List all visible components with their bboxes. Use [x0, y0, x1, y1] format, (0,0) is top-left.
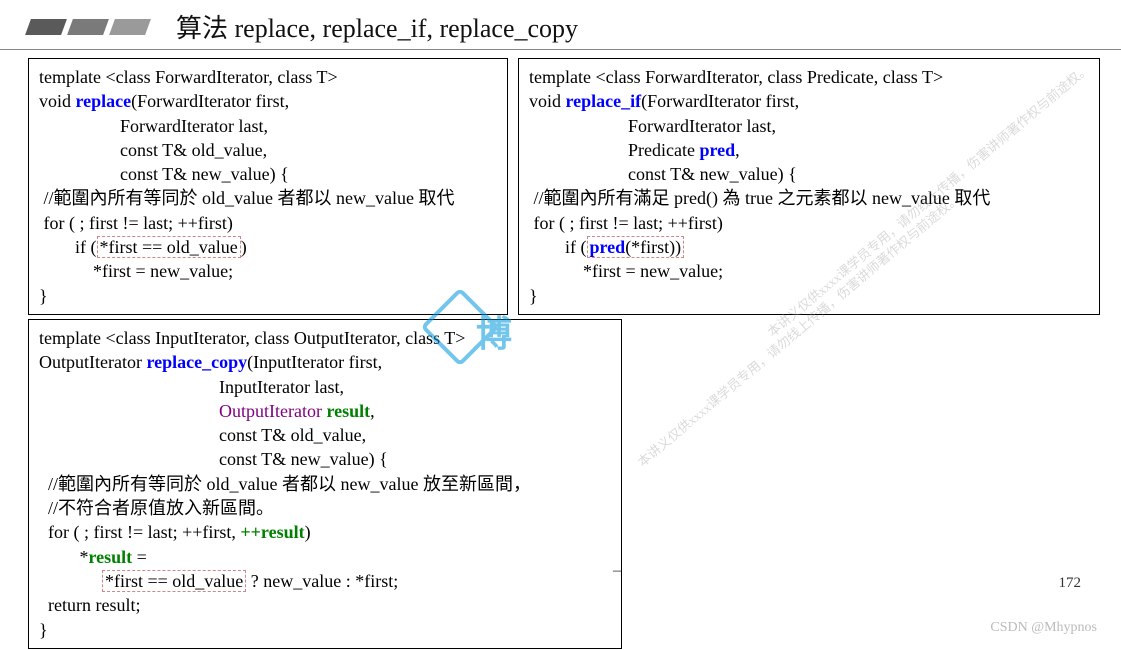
b3-l4d: result [326, 401, 370, 421]
page-number: 172 [1059, 575, 1082, 592]
b1-l7: for ( ; first != last; ++first) [39, 213, 233, 233]
b1-l6: //範圍內所有等同於 old_value 者都以 new_value 取代 [39, 188, 454, 208]
b2-l6: //範圍內所有滿足 pred() 為 true 之元素都以 new_value … [529, 188, 990, 208]
tick-mark: – [613, 562, 621, 580]
b2-l8b: pred [590, 237, 626, 257]
b1-l3: ForwardIterator last, [39, 116, 268, 136]
b2-l2b: replace_if [566, 91, 642, 111]
b2-l9: *first = new_value; [529, 261, 723, 281]
b3-l13: } [39, 620, 48, 640]
code-box-replace-if: template <class ForwardIterator, class P… [518, 58, 1100, 315]
code-replace-if: template <class ForwardIterator, class P… [529, 65, 1089, 308]
b2-l2c: (ForwardIterator first, [641, 91, 799, 111]
b1-l8b: *first == old_value [97, 236, 241, 258]
b3-l5: const T& old_value, [39, 425, 366, 445]
b3-l2b: replace_copy [146, 352, 247, 372]
b3-l11b: *first == old_value [102, 570, 246, 592]
b3-l12: return result; [39, 595, 140, 615]
b3-l7: //範圍內所有等同於 old_value 者都以 new_value 放至新區間… [39, 474, 531, 494]
b3-l11a [39, 571, 102, 591]
b3-l11c: ? new_value : *first; [246, 571, 398, 591]
b1-l10: } [39, 286, 48, 306]
credit-text: CSDN @Mhypnos [990, 620, 1097, 636]
b2-l7: for ( ; first != last; ++first) [529, 213, 723, 233]
b3-l6: const T& new_value) { [39, 449, 388, 469]
b2-l1: template <class ForwardIterator, class P… [529, 67, 943, 87]
b3-l2c: (InputIterator first, [247, 352, 382, 372]
b3-l1: template <class InputIterator, class Out… [39, 328, 465, 348]
page-title: 算法 replace, replace_if, replace_copy [176, 8, 578, 45]
b3-l4a [39, 401, 219, 421]
b3-l9c: ) [305, 522, 311, 542]
b2-l3: ForwardIterator last, [529, 116, 776, 136]
code-replace: template <class ForwardIterator, class T… [39, 65, 497, 308]
b2-l4b: pred [699, 140, 735, 160]
b2-l8c: (*first)) [625, 237, 681, 257]
bar-3 [109, 19, 151, 35]
bar-1 [25, 19, 67, 35]
b2-l2a: void [529, 91, 566, 111]
b2-l5: const T& new_value) { [529, 164, 797, 184]
bar-2 [67, 19, 109, 35]
b3-l3: InputIterator last, [39, 377, 344, 397]
code-box-replace: template <class ForwardIterator, class T… [28, 58, 508, 315]
b1-l8a: if ( [39, 237, 97, 257]
b3-l10b: result [89, 547, 133, 567]
b2-l4c: , [735, 140, 740, 160]
top-row: template <class ForwardIterator, class T… [28, 58, 1121, 315]
bottom-row: template <class InputIterator, class Out… [28, 319, 1121, 649]
b3-l2a: OutputIterator [39, 352, 146, 372]
b1-l2c: (ForwardIterator first, [131, 91, 289, 111]
b3-l9a: for ( ; first != last; ++first, [39, 522, 240, 542]
b1-l1: template <class ForwardIterator, class T… [39, 67, 338, 87]
b3-l4e: , [370, 401, 375, 421]
b1-l8c: ) [241, 237, 247, 257]
header-bars [28, 19, 148, 35]
b2-l8a: if ( [529, 237, 587, 257]
b3-l9b: ++result [240, 522, 304, 542]
b2-l4a: Predicate [529, 140, 699, 160]
b3-l10a: * [39, 547, 89, 567]
b3-l10c: = [132, 547, 147, 567]
code-replace-copy: template <class InputIterator, class Out… [39, 326, 611, 642]
b2-l10: } [529, 286, 538, 306]
b1-l2b: replace [76, 91, 132, 111]
b3-l8: //不符合者原值放入新區間。 [39, 498, 274, 518]
content-grid: template <class ForwardIterator, class T… [0, 50, 1121, 649]
b1-l2a: void [39, 91, 76, 111]
b1-l4: const T& old_value, [39, 140, 267, 160]
page-header: 算法 replace, replace_if, replace_copy [0, 0, 1121, 50]
code-box-replace-copy: template <class InputIterator, class Out… [28, 319, 622, 649]
b3-l4b: OutputIterator [219, 401, 322, 421]
b1-l5: const T& new_value) { [39, 164, 289, 184]
b1-l9: *first = new_value; [39, 261, 233, 281]
